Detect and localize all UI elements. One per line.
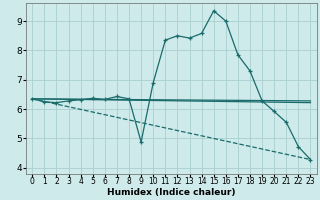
- X-axis label: Humidex (Indice chaleur): Humidex (Indice chaleur): [107, 188, 236, 197]
